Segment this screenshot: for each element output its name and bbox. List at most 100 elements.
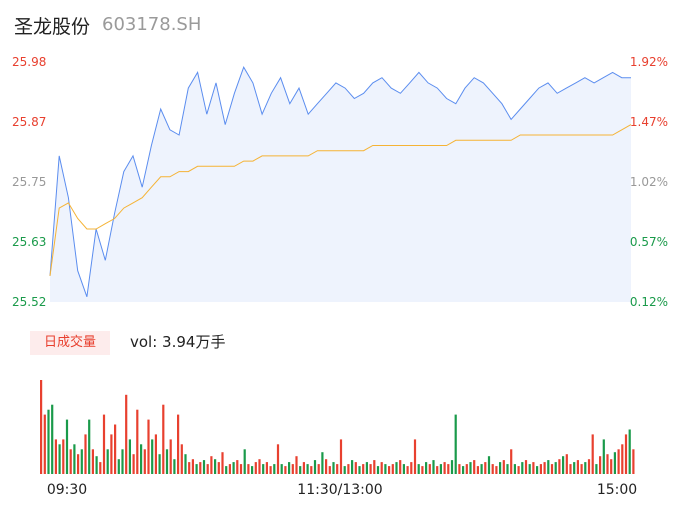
- volume-bar: [406, 466, 409, 474]
- volume-bar: [343, 466, 346, 474]
- volume-bar: [191, 459, 194, 474]
- volume-bar: [228, 464, 231, 474]
- avg-line: [49, 124, 632, 276]
- y-left-tick: 25.98: [12, 55, 46, 69]
- volume-bar: [425, 462, 428, 474]
- volume-bar: [354, 462, 357, 474]
- y-right-tick: 0.12%: [630, 295, 668, 309]
- volume-bar: [487, 456, 491, 474]
- volume-bar: [495, 466, 498, 474]
- volume-bar: [476, 466, 479, 474]
- volume-bar: [276, 444, 280, 474]
- volume-bar: [158, 454, 161, 474]
- x-tick-label: 15:00: [597, 482, 637, 498]
- volume-bar: [136, 409, 139, 474]
- volume-bar: [421, 466, 424, 474]
- volume-bar: [469, 462, 472, 474]
- volume-bar: [128, 439, 131, 474]
- volume-bar: [269, 466, 272, 474]
- volume-bar: [114, 424, 117, 474]
- volume-bar: [239, 464, 243, 474]
- volume-bar: [480, 464, 483, 474]
- volume-bar: [254, 462, 257, 474]
- x-tick-label: 09:30: [47, 482, 87, 498]
- volume-bar: [317, 464, 320, 474]
- volume-bar: [291, 464, 294, 474]
- volume-bar: [432, 460, 435, 474]
- volume-bar: [450, 460, 454, 474]
- volume-bar: [95, 456, 98, 474]
- volume-bar: [88, 419, 91, 474]
- volume-bar: [554, 462, 557, 474]
- volume-bar: [536, 466, 539, 474]
- volume-bar: [499, 462, 502, 474]
- volume-bar: [236, 460, 239, 474]
- volume-bar: [447, 464, 450, 474]
- volume-bar: [599, 456, 602, 474]
- volume-bar: [288, 462, 291, 474]
- volume-bar: [99, 462, 102, 474]
- price-area: [50, 67, 631, 302]
- volume-bar: [184, 454, 187, 474]
- volume-bar: [617, 449, 620, 474]
- y-left-tick: 25.75: [12, 175, 46, 189]
- volume-bar: [491, 464, 494, 474]
- volume-bar: [558, 459, 561, 474]
- volume-bar: [210, 456, 213, 474]
- volume-bar: [458, 464, 461, 474]
- volume-bar: [362, 464, 365, 474]
- volume-bar: [106, 449, 109, 474]
- volume-bar: [217, 462, 220, 474]
- volume-bar: [243, 449, 246, 474]
- volume-bar: [313, 460, 317, 474]
- volume-bar: [69, 449, 72, 474]
- volume-bar: [528, 464, 531, 474]
- y-right-tick: 1.02%: [630, 175, 668, 189]
- volume-bar: [143, 449, 146, 474]
- volume-bar: [125, 394, 128, 474]
- volume-bar: [613, 452, 616, 474]
- volume-bar: [562, 456, 565, 474]
- y-right-tick: 0.57%: [630, 235, 668, 249]
- volume-bar: [84, 434, 87, 474]
- volume-bar: [280, 464, 283, 474]
- volume-bar: [206, 464, 209, 474]
- volume-bar: [62, 439, 65, 474]
- volume-bar: [51, 404, 54, 474]
- volume-bar: [484, 462, 487, 474]
- volume-bar: [565, 454, 568, 474]
- volume-bar: [40, 380, 43, 474]
- volume-bar: [606, 454, 609, 474]
- volume-bar: [310, 466, 313, 474]
- volume-bar: [165, 449, 169, 474]
- volume-bar: [54, 439, 57, 474]
- volume-bar: [65, 419, 69, 474]
- volume-bar: [388, 466, 391, 474]
- volume-bar: [413, 439, 417, 474]
- volume-bar: [628, 429, 631, 474]
- volume-bar: [550, 464, 554, 474]
- volume-bar: [532, 462, 535, 474]
- volume-bar: [384, 464, 387, 474]
- volume-bar: [306, 464, 309, 474]
- volume-bar: [506, 464, 509, 474]
- volume-bar: [473, 460, 476, 474]
- volume-bar: [428, 464, 431, 474]
- volume-bar: [584, 462, 587, 474]
- volume-bar: [502, 460, 505, 474]
- y-left-tick: 25.87: [12, 115, 46, 129]
- volume-bar: [543, 462, 546, 474]
- volume-bar: [151, 439, 154, 474]
- volume-bar: [169, 439, 172, 474]
- volume-bar: [621, 444, 624, 474]
- volume-tag[interactable]: 日成交量: [30, 331, 110, 355]
- volume-bar: [221, 452, 224, 474]
- volume-bar: [162, 404, 165, 474]
- volume-bar: [454, 414, 457, 474]
- volume-bar: [214, 459, 217, 474]
- volume-bar: [402, 464, 405, 474]
- volume-bar: [347, 464, 350, 474]
- volume-bar: [462, 466, 465, 474]
- volume-bar: [121, 449, 124, 474]
- volume-bar: [391, 464, 394, 474]
